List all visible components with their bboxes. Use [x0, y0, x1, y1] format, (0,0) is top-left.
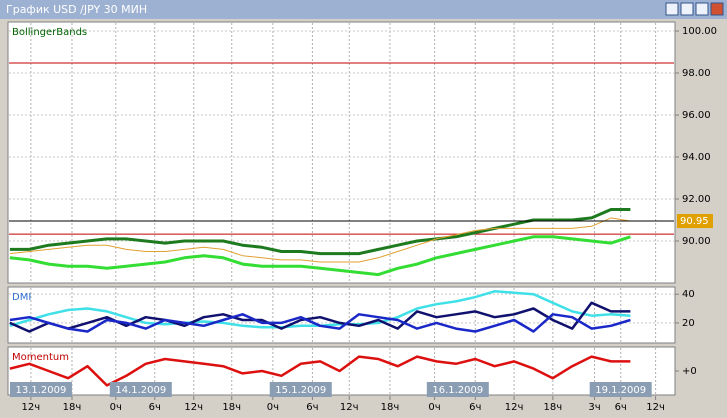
maximize-button[interactable] — [695, 2, 709, 16]
y-tick-label: 90.00 — [682, 236, 711, 247]
window-buttons[interactable] — [665, 2, 724, 16]
x-tick-label: 3ч — [588, 402, 600, 413]
y-tick-label: 100.00 — [682, 26, 717, 37]
x-tick-label: 12ч — [22, 402, 41, 413]
x-tick-label: 6ч — [615, 402, 627, 413]
date-label-box — [109, 382, 172, 397]
x-tick-label: 12ч — [340, 402, 359, 413]
x-tick-label: 12ч — [646, 402, 665, 413]
panel-title: DMI — [12, 292, 31, 303]
window-title: График USD /JPY 30 МИН — [6, 3, 147, 16]
x-tick-label: 18ч — [544, 402, 563, 413]
date-label: 13.1.2009 — [15, 385, 66, 396]
x-tick-label: 0ч — [428, 402, 440, 413]
main-panel — [7, 21, 676, 284]
y-tick-label: 94.00 — [682, 152, 711, 163]
x-tick-label: 18ч — [222, 402, 241, 413]
date-label: 14.1.2009 — [115, 385, 166, 396]
y-tick-label: +0 — [682, 366, 697, 377]
date-label: 15.1.2009 — [275, 385, 326, 396]
dmi-panel — [7, 286, 676, 344]
price-label-box — [677, 214, 713, 229]
panel-title: BollingerBands — [12, 27, 87, 38]
date-label: 16.1.2009 — [432, 385, 483, 396]
series-line — [9, 235, 631, 277]
y-tick-label: 40 — [682, 289, 695, 300]
date-label-box — [589, 382, 652, 397]
y-tick-label: 92.00 — [682, 194, 711, 205]
x-tick-label: 0ч — [110, 402, 122, 413]
x-tick-label: 6ч — [149, 402, 161, 413]
series-line — [9, 313, 631, 333]
y-tick-label: 20 — [682, 318, 695, 329]
panel-title: Momentum — [12, 352, 69, 363]
price-label: 90.95 — [680, 216, 709, 227]
series-line — [9, 217, 631, 263]
title-bar — [0, 0, 727, 19]
date-label-box — [269, 382, 332, 397]
minimize-button[interactable] — [680, 2, 694, 16]
x-tick-label: 18ч — [381, 402, 400, 413]
x-tick-label: 0ч — [267, 402, 279, 413]
date-label: 19.1.2009 — [595, 385, 646, 396]
x-tick-label: 18ч — [63, 402, 82, 413]
x-tick-label: 6ч — [469, 402, 481, 413]
help-button[interactable] — [665, 2, 679, 16]
y-tick-label: 98.00 — [682, 68, 711, 79]
y-tick-label: 96.00 — [682, 110, 711, 121]
x-tick-label: 12ч — [505, 402, 524, 413]
close-button[interactable] — [710, 2, 724, 16]
x-tick-label: 12ч — [184, 402, 203, 413]
x-tick-label: 6ч — [306, 402, 318, 413]
date-label-box — [426, 382, 489, 397]
date-label-box — [9, 382, 72, 397]
